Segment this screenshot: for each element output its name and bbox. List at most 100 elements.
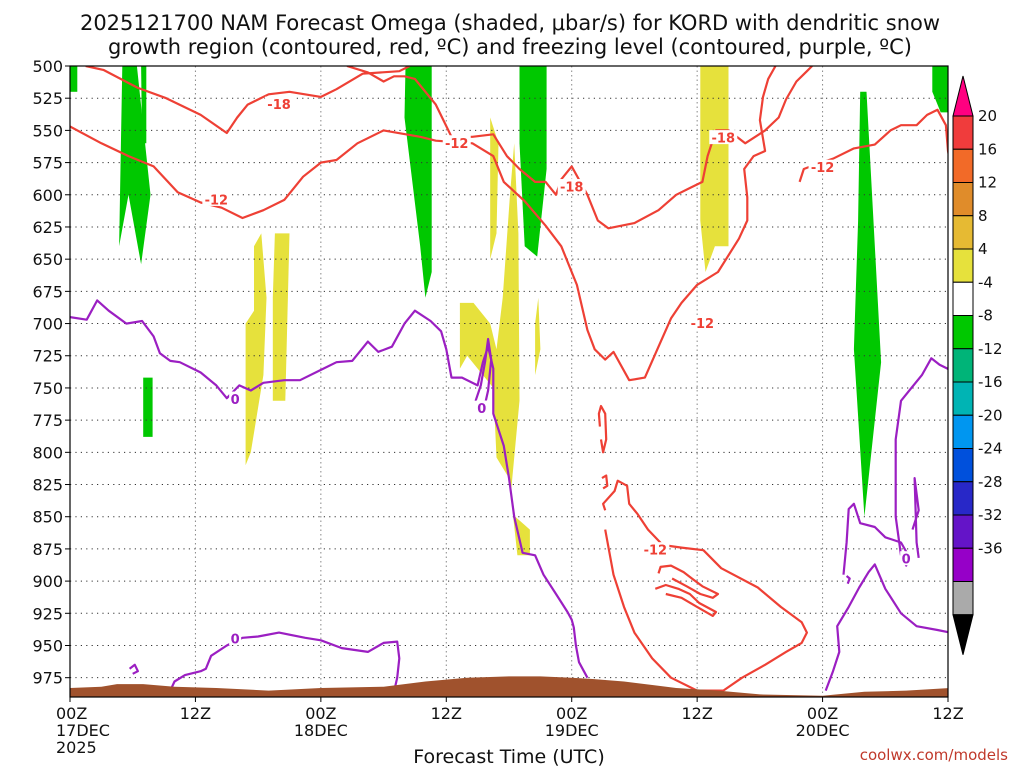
x-tick-label: 00Z: [807, 704, 838, 723]
snow-contour-dot: [601, 474, 609, 490]
snow-contour-lower-4: [654, 583, 718, 617]
chart-title-line-1: 2025121700 NAM Forecast Omega (shaded, μ…: [80, 11, 940, 35]
x-tick-label: 2025: [56, 738, 97, 757]
colorbar-label: -36: [978, 539, 1003, 557]
colorbar-swatch: [952, 547, 974, 582]
colorbar-swatch: [952, 481, 974, 516]
sinking-region-1: [245, 233, 267, 466]
contour-label: 0: [229, 391, 242, 408]
contour-label-text: -12: [445, 137, 469, 152]
x-tick-label: 12Z: [932, 704, 963, 723]
colorbar-label: -8: [978, 307, 993, 325]
contour-label-bg: [900, 551, 913, 566]
freeze-contour-right-4: [911, 477, 920, 559]
y-tick-label: 925: [32, 604, 63, 623]
snow-contour-lower-2: [602, 479, 808, 692]
contour-label-text: -12: [811, 161, 835, 176]
y-tick-label: 900: [32, 572, 63, 591]
colorbar-swatch: [952, 381, 974, 416]
colorbar-label: 20: [978, 107, 997, 125]
sinking-region-4: [535, 297, 541, 376]
sinking-region-5: [490, 117, 499, 260]
y-tick-label: 775: [32, 411, 63, 430]
colorbar-label: -28: [978, 473, 1003, 491]
colorbar-swatch: [952, 281, 974, 316]
sinking-region-2: [272, 233, 290, 401]
y-tick-label: 600: [32, 186, 63, 205]
contour-label: -18: [265, 96, 294, 113]
y-tick-label: 675: [32, 282, 63, 301]
colorbar-label: -12: [978, 340, 1003, 358]
contour-label-text: -12: [205, 193, 229, 208]
y-tick-label: 550: [32, 121, 63, 140]
y-tick-label: 950: [32, 636, 63, 655]
colorbar-swatch: [952, 448, 974, 483]
y-tick-label: 825: [32, 476, 63, 495]
colorbar-label: -24: [978, 440, 1003, 458]
rising-region-3: [143, 377, 153, 437]
colorbar-swatch: [952, 414, 974, 449]
rising-region-1: [119, 66, 151, 265]
y-tick-label: 625: [32, 218, 63, 237]
snow-contour-right: [798, 108, 948, 183]
contour-label-bg: [688, 315, 717, 330]
freeze-contour-right-3: [894, 357, 948, 556]
freeze-contour-bottom: [169, 631, 401, 693]
x-tick-label: 12Z: [180, 704, 211, 723]
contour-label: 0: [475, 400, 488, 417]
y-tick-label: 500: [32, 57, 63, 76]
y-tick-label: 850: [32, 508, 63, 527]
x-tick-label: 12Z: [431, 704, 462, 723]
colorbar-label: 16: [978, 140, 997, 158]
contour-label: -18: [557, 179, 586, 196]
contour-label: 0: [900, 551, 913, 568]
plot-frame: [69, 65, 949, 698]
y-tick-label: 975: [32, 669, 63, 688]
y-tick-label: 700: [32, 315, 63, 334]
contour-label: -12: [202, 191, 231, 208]
contour-label-text: -18: [560, 181, 584, 196]
snow-contour-mid-1: [346, 66, 813, 230]
colorbar-label: 4: [978, 240, 988, 258]
y-tick-label: 575: [32, 154, 63, 173]
contour-label-text: 0: [231, 633, 240, 648]
rising-region-7: [932, 66, 948, 113]
contour-label: -12: [641, 542, 670, 559]
colorbar-label: 8: [978, 207, 988, 225]
contour-label-bg: [475, 400, 488, 415]
snow-contour-lower-1: [597, 404, 608, 454]
colorbar-label: -32: [978, 506, 1003, 524]
snow-contour-upper-1: [85, 66, 411, 135]
contour-label-bg: [709, 130, 738, 145]
freeze-contour-ridge: [474, 337, 493, 414]
colorbar-swatch: [952, 248, 974, 283]
freeze-contour-dot-2: [845, 575, 851, 585]
colorbar-swatch: [952, 182, 974, 217]
rising-region-4: [404, 66, 432, 298]
x-tick-label: 00Z: [556, 704, 587, 723]
colorbar-label: -16: [978, 373, 1003, 391]
contour-label-text: 0: [902, 553, 911, 568]
contour-label: -12: [688, 315, 717, 332]
contour-label-bg: [265, 96, 294, 111]
snow-contour-upper-2: [70, 66, 777, 382]
contour-label-bg: [202, 191, 231, 206]
colorbar: 20 16 12 8 4 -4 -8 -12 -16 -20 -24 -28 -32 -36: [952, 75, 1003, 655]
contour-label-text: 0: [231, 393, 240, 408]
colorbar-swatch: [952, 215, 974, 250]
sinking-region-3: [459, 143, 530, 556]
contour-label: -12: [808, 159, 837, 176]
colorbar-swatch: [952, 148, 974, 183]
contour-label: -18: [709, 130, 738, 147]
x-tick-label: 00Z: [305, 704, 336, 723]
x-tick-label: 12Z: [681, 704, 712, 723]
contour-label-text: -12: [644, 544, 668, 559]
contour-label: -12: [442, 135, 471, 152]
x-tick-label: 20DEC: [796, 721, 850, 740]
colorbar-label: -20: [978, 406, 1003, 424]
rising-region-2: [141, 66, 147, 144]
contour-label-text: -12: [691, 317, 715, 332]
colorbar-swatch: [952, 315, 974, 350]
